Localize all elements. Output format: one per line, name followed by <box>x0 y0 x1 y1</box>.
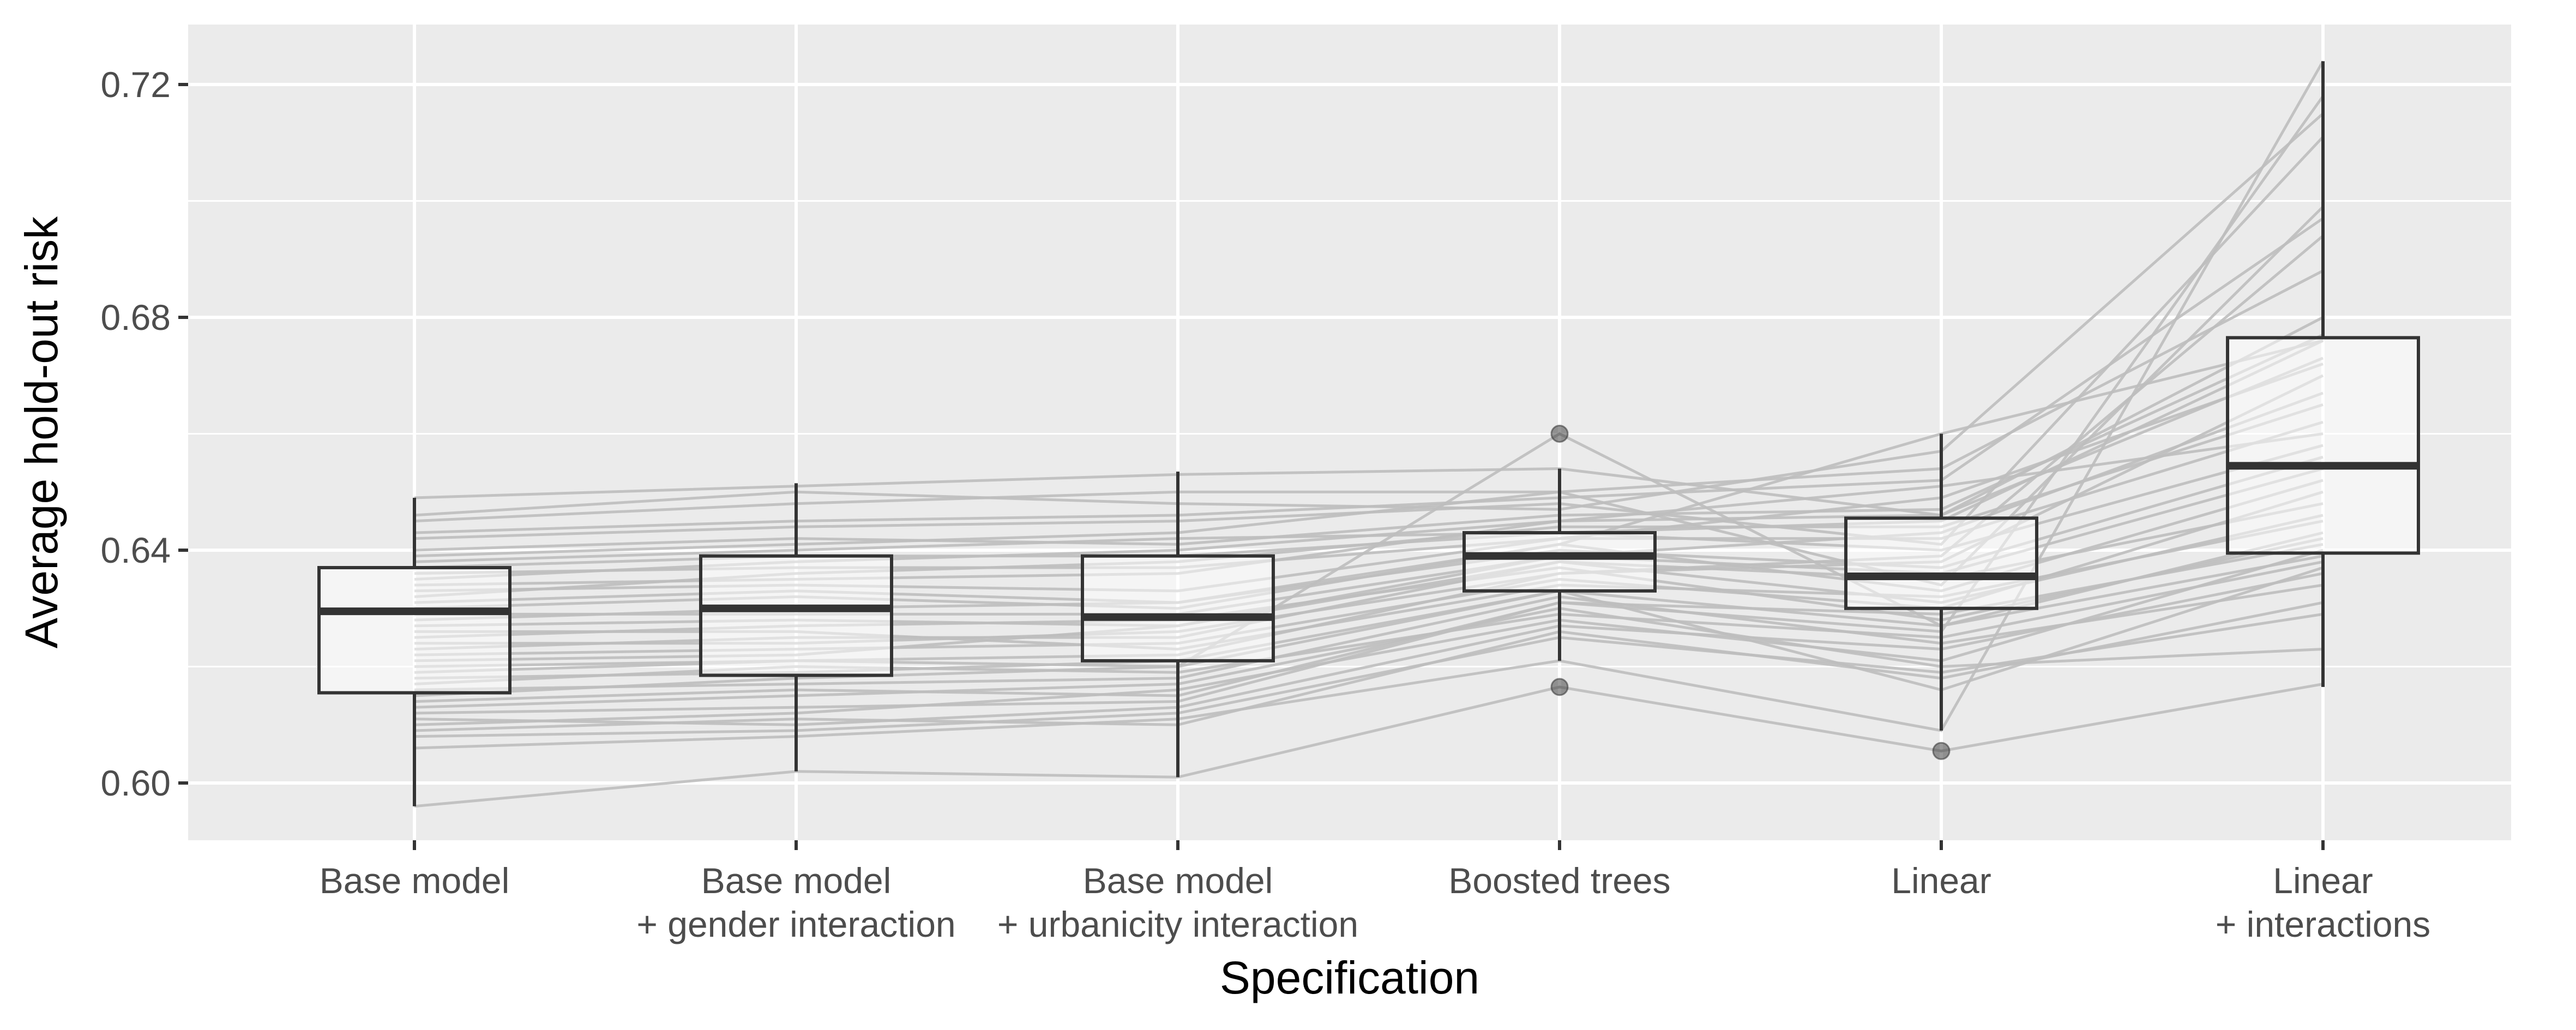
panel-background <box>188 25 2511 840</box>
y-axis: 0.60 0.64 0.68 0.72 <box>101 64 188 803</box>
paired-line <box>414 572 2324 726</box>
x-tick-label: Base model <box>701 860 892 901</box>
outlier-point <box>1550 425 1569 443</box>
box-iqr <box>1081 554 1275 662</box>
box-iqr <box>2226 336 2420 555</box>
paired-line <box>414 333 2324 552</box>
paired-line <box>414 683 2324 808</box>
x-tick-label: Linear <box>2273 860 2373 901</box>
x-tick-label: Base model <box>320 860 510 901</box>
paired-line <box>414 316 2324 517</box>
boxes <box>317 61 2420 806</box>
box-iqr <box>1844 516 2038 610</box>
box-iqr <box>317 566 511 695</box>
x-tick-label: + interactions <box>2216 904 2430 944</box>
x-tick-label: Base model <box>1083 860 1273 901</box>
y-tick-label: 0.68 <box>101 297 171 338</box>
outlier-points <box>1550 425 1951 760</box>
y-axis-title: Average hold-out risk <box>16 216 67 648</box>
x-tick-label: + gender interaction <box>636 904 955 944</box>
paired-line <box>414 432 2324 697</box>
x-tick-label: Linear <box>1891 860 1991 901</box>
y-tick-label: 0.72 <box>101 64 171 105</box>
y-tick-label: 0.60 <box>101 763 171 803</box>
paired-line <box>414 607 2324 709</box>
box <box>699 483 893 772</box>
box <box>2226 61 2420 687</box>
paired-line <box>414 601 2324 732</box>
box <box>317 497 511 806</box>
paired-line <box>414 217 2324 534</box>
outlier-point <box>1932 742 1951 760</box>
x-axis-title: Specification <box>1220 952 1479 1003</box>
x-axis: Base model Base model+ gender interaction… <box>320 840 2430 944</box>
x-tick-label: + urbanicity interaction <box>997 904 1358 944</box>
y-tick-label: 0.64 <box>101 530 171 570</box>
box <box>1081 471 1275 778</box>
outlier-point <box>1550 678 1569 696</box>
box-iqr <box>1462 531 1657 593</box>
x-tick-label: Boosted trees <box>1448 860 1670 901</box>
paired-line <box>414 583 2324 691</box>
paired-line <box>414 549 2324 726</box>
box <box>1844 433 2038 731</box>
paired-line <box>414 61 2325 750</box>
box-iqr <box>699 554 893 677</box>
box <box>1462 468 1657 661</box>
